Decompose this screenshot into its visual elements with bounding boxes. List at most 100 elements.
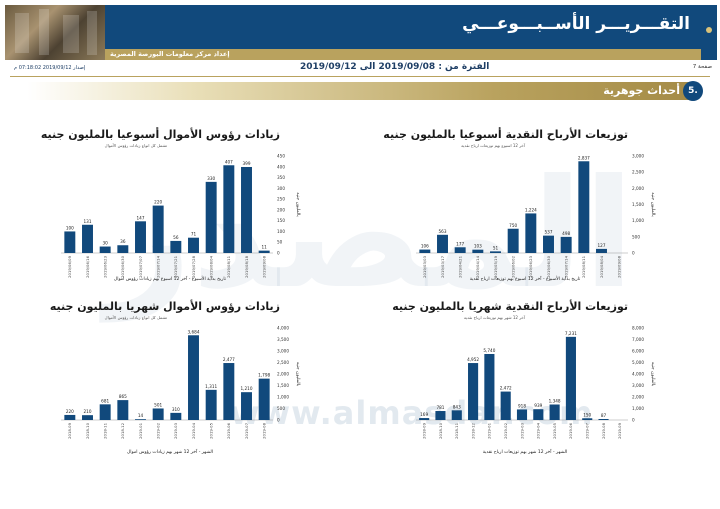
x-tick-label: 2019/06/02 [510, 255, 515, 277]
bar [419, 249, 431, 253]
divider [10, 76, 710, 77]
bar-value-label: 399 [243, 161, 251, 166]
report-title: التقـــريـــر الأســبـــوعـــي [462, 14, 690, 34]
bar [507, 228, 519, 253]
x-tick-label: 2019/04/21 [457, 255, 462, 277]
bar-value-label: 36 [120, 239, 126, 244]
bar [241, 392, 252, 420]
header-bar [105, 5, 701, 49]
y-tick-label: 100 [277, 229, 285, 234]
bar-value-label: 918 [518, 403, 526, 408]
bar [205, 181, 217, 253]
y-tick-label: 300 [277, 186, 285, 191]
bar [516, 409, 528, 420]
x-tick-label: 2019/07/14 [563, 255, 568, 277]
bar-value-label: 537 [545, 230, 553, 235]
bar [205, 389, 217, 420]
bar [500, 391, 511, 420]
bar [82, 415, 93, 420]
report-subtitle: إعداد مركز معلومات البورصة المصرية [110, 50, 230, 58]
y-tick-label: 1,500 [632, 202, 644, 207]
bar-value-label: 501 [154, 402, 162, 407]
y-tick-label: 7,000 [632, 337, 644, 342]
y-tick-label: 6,000 [632, 349, 644, 354]
chart-xlabel-monthly-capital: الشهر - آخر 12 شهر بهم زيادات رؤوس اموال [127, 450, 213, 455]
bar [170, 240, 182, 253]
bar-value-label: 71 [191, 232, 197, 237]
y-tick-label: 350 [277, 175, 285, 180]
y-tick-label: 3,000 [632, 383, 644, 388]
x-tick-label: 2019-06 [568, 422, 573, 438]
bar-value-label: 147 [137, 215, 145, 220]
bar-value-label: 87 [601, 413, 607, 418]
page-number: صفحة 7 [692, 64, 712, 70]
bar [565, 336, 576, 420]
x-tick-label: 2019/08/11 [581, 255, 586, 277]
bar-value-label: 103 [474, 244, 482, 249]
y-tick-label: 450 [277, 154, 285, 159]
bar-value-label: 11 [261, 245, 267, 250]
y-tick-label: 3,000 [632, 154, 644, 159]
chart-title-weekly-dividends: توزيعات الأرباح النقدية أسبوعيا بالمليون… [383, 128, 628, 141]
chart-subtitle-monthly-capital: تشمل كل انواع زيادات رؤوس الأموال [104, 315, 167, 320]
bar-value-label: 1,210 [241, 386, 253, 391]
bar [543, 235, 554, 253]
bar [188, 237, 199, 253]
bar-value-label: 939 [534, 403, 542, 408]
bar-value-label: 563 [439, 229, 447, 234]
x-tick-label: 2019/07/07 [138, 255, 143, 277]
bar [241, 166, 252, 253]
bar-value-label: 56 [173, 235, 179, 240]
x-tick-label: 2019-01 [138, 422, 143, 438]
bar-value-label: 210 [84, 409, 92, 414]
chart-subtitle-weekly-dividends: آخر 12 اسبوع بهم توزيعات ارباح نقدية [461, 143, 525, 148]
bar [223, 165, 235, 253]
bar-value-label: 843 [453, 404, 461, 409]
x-tick-label: 2018-10 [85, 422, 90, 438]
bar [598, 418, 609, 420]
bar [82, 224, 93, 253]
x-tick-label: 2019/09/08 [616, 255, 621, 277]
bar [454, 247, 466, 253]
y-tick-label: 400 [277, 164, 285, 169]
bar [484, 353, 495, 420]
y-tick-label: 2,500 [632, 170, 644, 175]
x-tick-label: 2019/05/19 [493, 255, 498, 277]
x-tick-label: 2019-01 [487, 422, 492, 438]
bar [258, 378, 270, 420]
bar-value-label: 865 [119, 394, 127, 399]
bar-value-label: 2,472 [500, 386, 512, 391]
bar-value-label: 150 [583, 412, 591, 417]
bar-value-label: 7,231 [565, 331, 577, 336]
bar-value-label: 14 [138, 413, 144, 418]
x-tick-label: 2019-05 [208, 422, 213, 438]
bar-value-label: 407 [225, 159, 233, 164]
bar [596, 248, 607, 253]
x-tick-label: 2019/06/09 [67, 255, 72, 277]
bar [419, 418, 430, 420]
x-tick-label: 2019/08/04 [208, 255, 213, 277]
x-tick-label: 2018-09 [421, 422, 426, 438]
chart-xlabel-weekly-dividends: تاريخ بداية الأسبوع - آخر 12 اسبوع بهم ت… [469, 277, 581, 282]
y-tick-label: 150 [277, 218, 285, 223]
y-tick-label: 4,000 [277, 326, 289, 331]
x-tick-label: 2019/04/14 [475, 255, 480, 277]
y-tick-label: 1,000 [632, 218, 644, 223]
watermark-logo: المصدر [105, 148, 635, 322]
y-tick-label: 500 [632, 234, 640, 239]
y-tick-label: 500 [277, 406, 285, 411]
y-tick-label: 1,500 [277, 383, 289, 388]
bar [188, 335, 199, 420]
bar [117, 400, 129, 420]
x-tick-label: 2019-02 [503, 422, 508, 438]
chart-weekly-dividends: 0 500 1,000 1,500 2,000 2,500 3,000 بالمليون جن… [416, 154, 655, 278]
bar-value-label: 51 [493, 245, 499, 250]
bar [258, 250, 270, 253]
section-number: 5. [683, 81, 703, 101]
header-tab-dot-icon [706, 27, 712, 33]
report-period: الفترة من : 2019/09/08 الى 2019/09/12 [300, 62, 490, 72]
watermark-url: www.almasdar.com [230, 394, 594, 432]
y-tick-label: 0 [277, 251, 280, 256]
y-tick-label: 5,000 [632, 360, 644, 365]
y-tick-label: 1,000 [277, 395, 289, 400]
